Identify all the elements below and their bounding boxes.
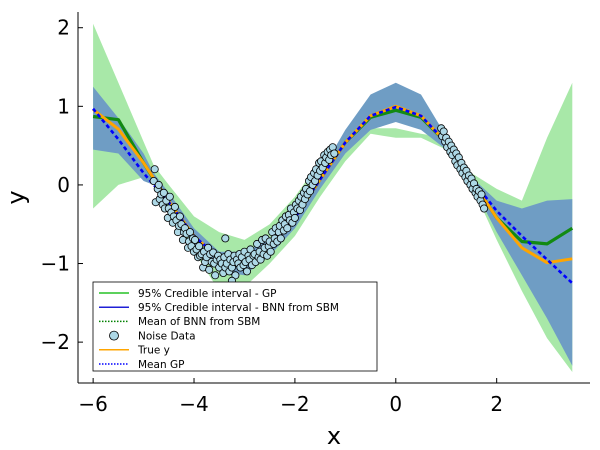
noise-point — [165, 192, 174, 201]
noise-point — [170, 202, 179, 211]
noise-point — [159, 188, 168, 197]
x-tick-label: −2 — [280, 392, 309, 416]
noise-point — [477, 190, 486, 199]
legend: 95% Credible interval - GP 95% Credible i… — [92, 281, 378, 372]
noise-point — [330, 149, 339, 158]
legend-label: 95% Credible interval - BNN from SBM — [138, 302, 339, 314]
axes: −6 −4 −2 0 2 2 1 0 −1 −2 x y — [2, 12, 590, 450]
noise-points — [149, 124, 489, 285]
y-tick-label: −1 — [41, 252, 70, 276]
noise-point — [266, 247, 275, 256]
y-axis-label: y — [2, 190, 30, 204]
legend-label: Noise Data — [138, 330, 196, 342]
y-tick-label: 0 — [57, 173, 70, 197]
x-tick-label: 0 — [389, 392, 402, 416]
legend-label: Mean of BNN from SBM — [138, 316, 260, 328]
y-tick-label: 2 — [57, 16, 70, 40]
noise-point — [190, 235, 199, 244]
legend-box — [92, 281, 378, 372]
legend-label: 95% Credible interval - GP — [138, 288, 276, 300]
noise-point — [211, 271, 220, 280]
noise-point — [221, 234, 230, 243]
noise-point — [276, 234, 285, 243]
x-tick-label: −6 — [78, 392, 107, 416]
noise-point — [205, 265, 214, 274]
noise-point — [185, 228, 194, 237]
legend-label: True y — [137, 345, 170, 357]
y-tick-label: 1 — [57, 94, 70, 118]
noise-point — [175, 212, 184, 221]
legend-label: Mean GP — [138, 359, 184, 371]
noise-point — [154, 180, 163, 189]
y-tick-label: −2 — [41, 330, 70, 354]
legend-marker — [109, 330, 119, 341]
noise-point — [480, 204, 489, 213]
noise-point — [195, 242, 204, 251]
noise-point — [242, 267, 251, 276]
x-tick-label: 2 — [490, 392, 503, 416]
x-axis-label: x — [327, 422, 341, 450]
noise-point — [150, 165, 159, 174]
noise-point — [290, 213, 299, 222]
x-tick-label: −4 — [179, 392, 208, 416]
noise-point — [283, 224, 292, 233]
